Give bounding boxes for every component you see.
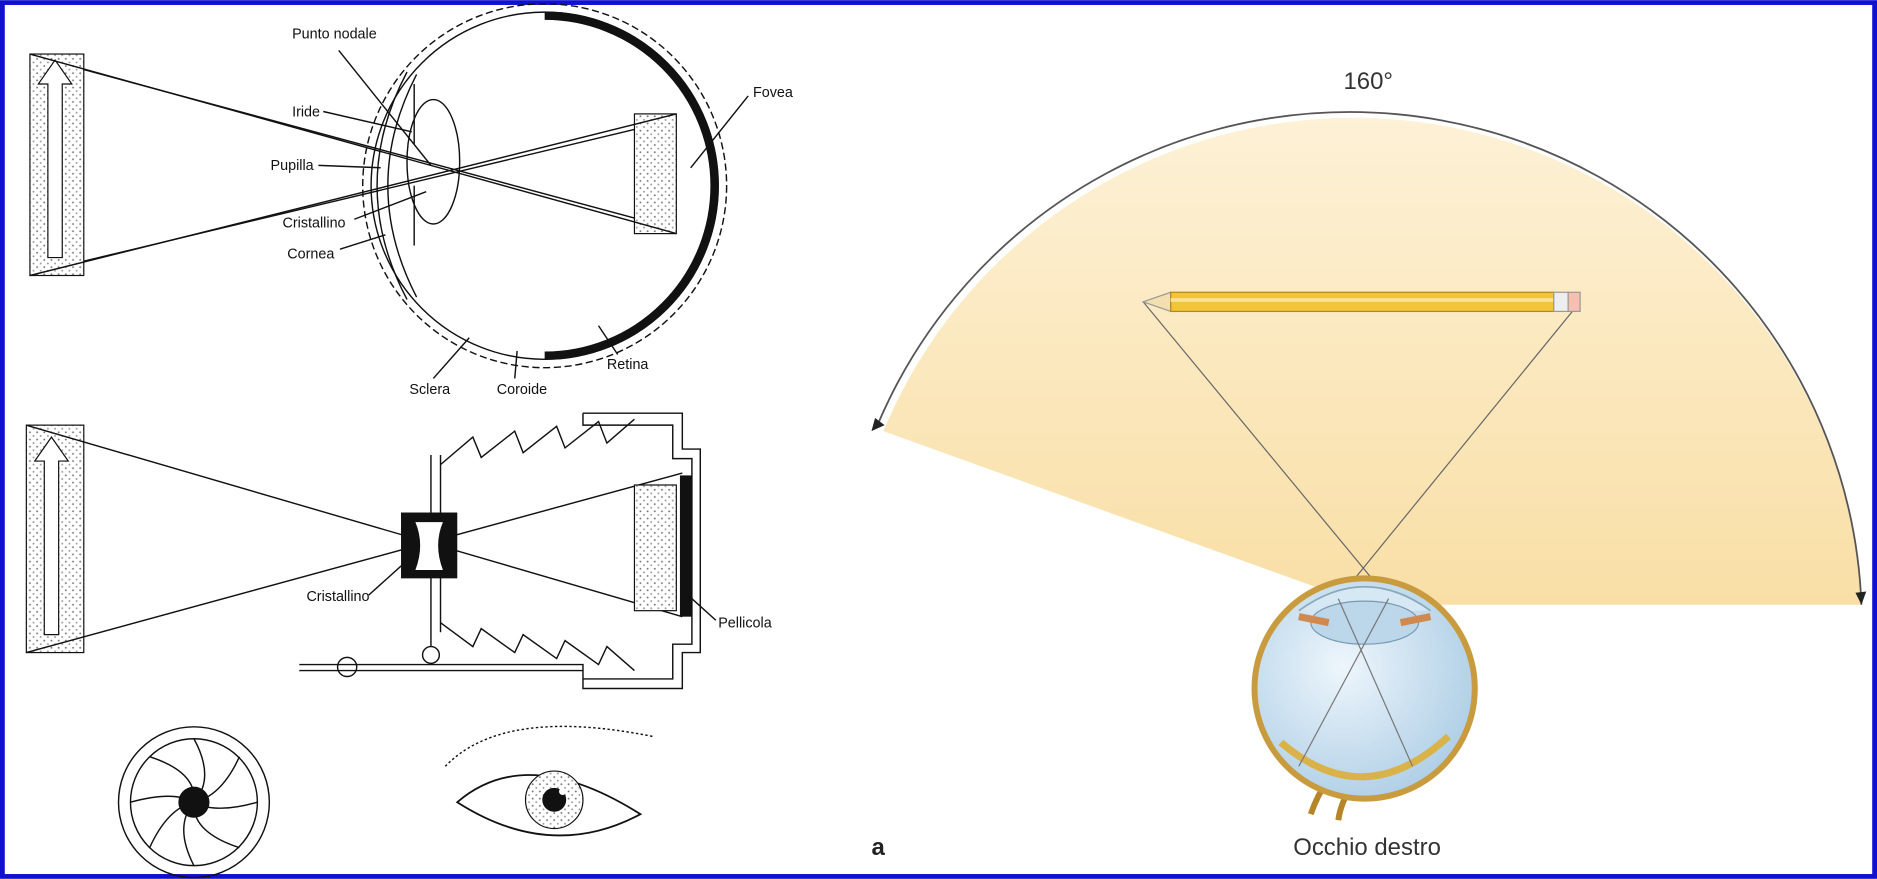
label-fovea: Fovea <box>753 85 793 101</box>
label-cornea: Cornea <box>287 247 334 263</box>
eye-section <box>29 3 749 379</box>
label-retina: Retina <box>607 357 649 373</box>
label-cristallino: Cristallino <box>283 216 346 232</box>
label-pellicola: Pellicola <box>718 615 771 631</box>
camera-section <box>25 412 717 690</box>
label-camera-cristallino: Cristallino <box>306 589 369 605</box>
visual-field <box>871 111 1867 605</box>
angle-label: 160° <box>1343 68 1393 95</box>
label-iride: Iride <box>292 104 320 120</box>
label-sclera: Sclera <box>409 382 450 398</box>
panel-letter: a <box>871 834 885 861</box>
right-eye <box>1251 575 1478 821</box>
caption: Occhio destro <box>1293 834 1441 861</box>
iris-shutter <box>117 726 271 879</box>
eye-drawing <box>444 725 653 837</box>
label-coroide: Coroide <box>497 382 547 398</box>
label-punto-nodale: Punto nodale <box>292 26 377 42</box>
label-pupilla: Pupilla <box>271 158 314 174</box>
